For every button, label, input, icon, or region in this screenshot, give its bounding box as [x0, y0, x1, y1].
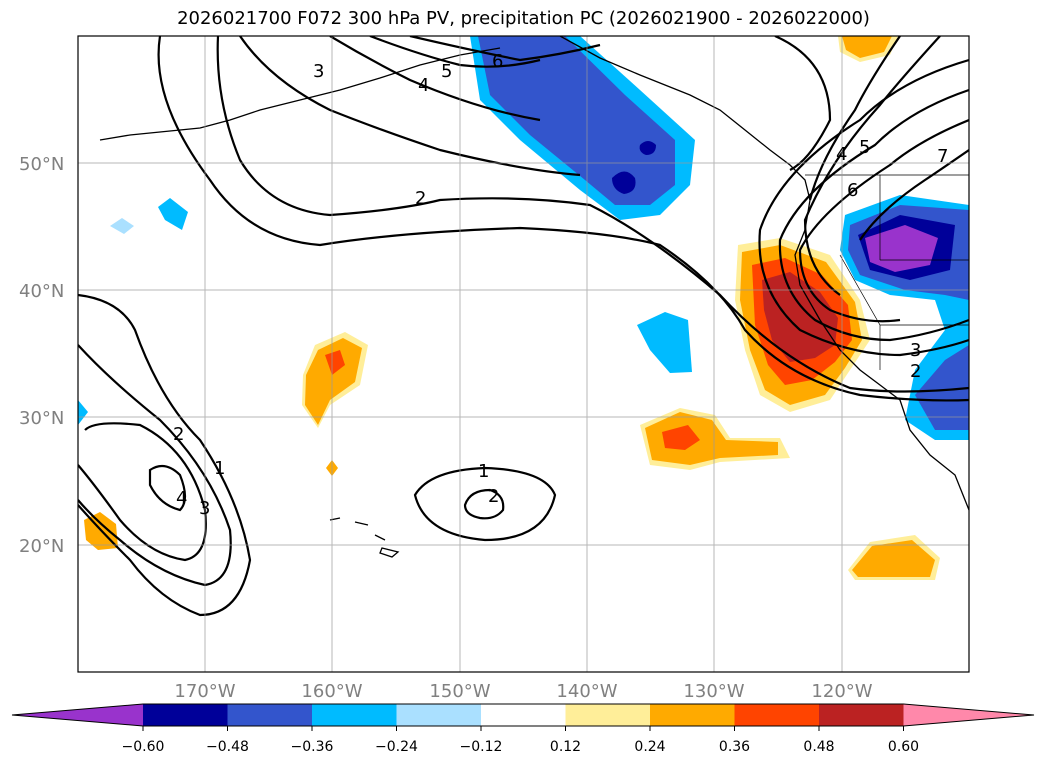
lon-label: 160°W	[301, 681, 362, 702]
colorbar-tick-label: −0.36	[291, 739, 334, 755]
pv-contour-1-hawaii	[413, 466, 557, 542]
lon-label: 150°W	[429, 681, 490, 702]
lat-label: 20°N	[19, 536, 64, 557]
colorbar-swatch	[481, 704, 566, 726]
contour-label: 7	[937, 146, 948, 167]
pv-contour-1-big	[78, 293, 252, 617]
colorbar-tick-label: −0.12	[460, 739, 503, 755]
colorbar-swatch	[565, 704, 651, 726]
contour-label: 4	[836, 144, 847, 165]
lat-label: 50°N	[19, 154, 64, 175]
contour-label: 1	[214, 458, 225, 479]
precip-pos-midlat-light	[645, 412, 778, 465]
contour-label: 4	[418, 75, 429, 96]
coastline-aleutians	[99, 47, 501, 141]
colorbar-swatch	[312, 704, 397, 726]
lon-axis: 170°W 160°W 150°W 140°W 130°W 120°W	[174, 681, 872, 702]
precip-neg-mid	[637, 312, 692, 373]
coastline-alaska	[559, 36, 969, 511]
colorbar-swatch	[396, 704, 482, 726]
gridlines	[78, 36, 969, 672]
pv-contour-4-north	[329, 36, 541, 122]
contour-label: 3	[910, 340, 921, 361]
contour-label: 2	[488, 486, 499, 507]
pv-contour-2-main	[216, 36, 969, 393]
pv-trough-a	[758, 58, 969, 357]
contour-label: 1	[478, 461, 489, 482]
colorbar-tick-label: 0.60	[888, 739, 919, 755]
precip-neg-aleutian-1	[158, 198, 188, 230]
pv-trough-b	[778, 88, 969, 342]
contour-label: 3	[199, 498, 210, 519]
colorbar-extend-high	[903, 704, 1034, 726]
colorbar-tick-label: −0.60	[122, 739, 165, 755]
lon-label: 170°W	[174, 681, 235, 702]
colorbar-tick-label: 0.36	[719, 739, 750, 755]
contour-label: 6	[492, 51, 503, 72]
pv-contour-6-north	[409, 36, 601, 62]
colorbar-tick-label: −0.48	[206, 739, 249, 755]
pv-contours	[78, 36, 969, 617]
pv-trough-c	[798, 118, 969, 323]
pv-trough-d	[803, 36, 941, 296]
contour-label: 5	[859, 137, 870, 158]
pv-contour-2	[78, 422, 207, 562]
precip-pos-top-core	[842, 36, 892, 58]
contour-label: 2	[910, 361, 921, 382]
precip-neg-core-1	[612, 171, 636, 194]
lon-label: 120°W	[811, 681, 872, 702]
coastline-hawaii	[329, 517, 400, 558]
colorbar: −0.60 −0.48 −0.36 −0.24 −0.12 0.12 0.24 0.36 0.4…	[11, 703, 1035, 755]
precip-pos-hawaii-light	[305, 338, 362, 425]
colorbar-swatch	[734, 704, 820, 726]
precip-pos-se-light	[852, 540, 935, 577]
precip-neg-core-2	[639, 141, 656, 155]
lon-label: 130°W	[683, 681, 744, 702]
contour-label: 3	[313, 61, 324, 82]
pv-contour-4	[148, 464, 187, 512]
precip-pos-midlat-mid	[662, 425, 700, 450]
map-title: 2026021700 F072 300 hPa PV, precipitatio…	[177, 8, 870, 29]
precip-neg-aleutian-2	[110, 218, 134, 234]
colorbar-tick-label: 0.24	[634, 739, 665, 755]
colorbar-tick-label: −0.24	[375, 739, 418, 755]
contour-label: 4	[176, 488, 187, 509]
colorbar-swatch	[143, 704, 228, 726]
colorbar-swatch	[819, 704, 904, 726]
contour-label: 2	[173, 424, 184, 445]
pv-contour-1-west	[78, 344, 232, 587]
pv-trough-f	[859, 149, 969, 241]
map-frame	[77, 35, 970, 673]
lat-axis: 50°N 40°N 30°N 20°N	[19, 154, 64, 557]
pv-contour-3	[239, 36, 581, 177]
colorbar-extend-low	[12, 704, 143, 726]
lon-label: 140°W	[556, 681, 617, 702]
colorbar-swatch	[227, 704, 313, 726]
contour-label: 6	[847, 180, 858, 201]
colorbar-swatch	[650, 704, 735, 726]
pv-contour-2-lower	[157, 36, 969, 402]
contour-label: 2	[415, 188, 426, 209]
precip-neg-west-edge	[78, 400, 88, 425]
pv-trough-e	[808, 36, 901, 201]
lat-label: 30°N	[19, 408, 64, 429]
precip-neg-east-mid-2	[915, 345, 969, 430]
contour-label: 5	[441, 61, 452, 82]
pv-contour-2-hawaii	[463, 488, 505, 520]
colorbar-tick-label: 0.12	[550, 739, 581, 755]
precip-pos-hawaii-mid	[325, 350, 345, 375]
contour-labels: 3 5 4 6 2 7 5 4 6 3 2 2 1 4 3 1 2	[173, 51, 948, 519]
pv-ridge-1	[774, 36, 832, 171]
lat-label: 40°N	[19, 281, 64, 302]
colorbar-tick-label: 0.48	[803, 739, 834, 755]
